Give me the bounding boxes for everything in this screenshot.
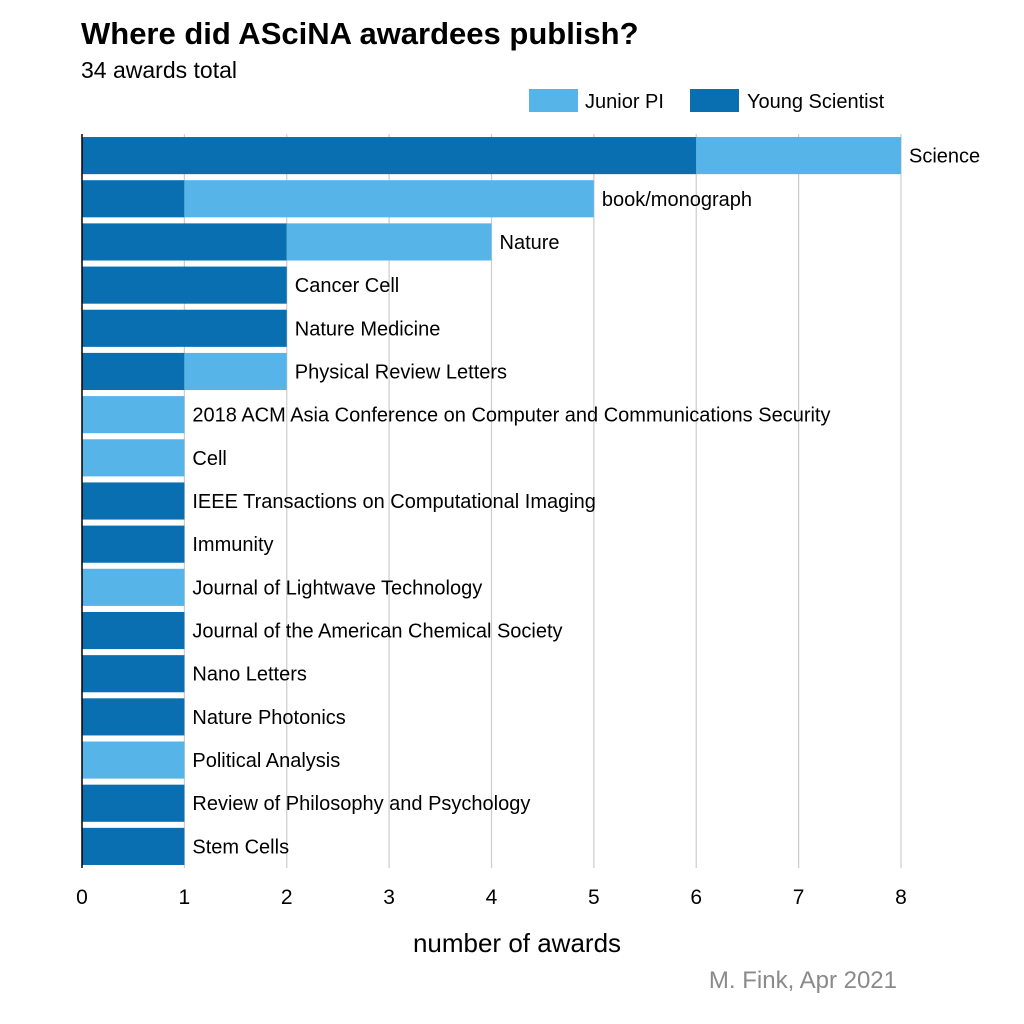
x-axis-label: number of awards <box>413 928 621 958</box>
bar-label: Nature Photonics <box>192 707 345 729</box>
bars <box>82 137 901 865</box>
bar-label: Nature <box>500 232 560 254</box>
bar-label: Political Analysis <box>192 750 340 772</box>
bar-label: book/monograph <box>602 189 752 211</box>
bar-segment-young-scientist <box>82 482 185 520</box>
bar-segment-junior-pi <box>82 439 185 477</box>
bar-segment-young-scientist <box>82 525 185 563</box>
bar-segment-junior-pi <box>696 137 901 175</box>
bar-segment-young-scientist <box>82 698 185 736</box>
bar-segment-young-scientist <box>82 827 185 865</box>
bar-segment-young-scientist <box>82 309 287 347</box>
bar-segment-junior-pi <box>184 352 287 391</box>
bar-label: Nature Medicine <box>295 318 441 340</box>
legend-label: Junior PI <box>585 91 664 113</box>
bar-label: Journal of Lightwave Technology <box>192 577 482 599</box>
bar-label: IEEE Transactions on Computational Imagi… <box>192 491 596 513</box>
bar-segment-junior-pi <box>184 180 594 218</box>
bar-segment-young-scientist <box>82 137 697 175</box>
chart-caption: M. Fink, Apr 2021 <box>709 967 897 994</box>
chart-subtitle: 34 awards total <box>81 57 237 83</box>
x-tick-label: 6 <box>690 886 702 909</box>
bar-segment-young-scientist <box>82 266 287 304</box>
bar-label: Cancer Cell <box>295 275 399 297</box>
legend: Junior PI Young Scientist <box>529 89 885 113</box>
bar-segment-junior-pi <box>82 741 185 779</box>
bar-segment-young-scientist <box>82 180 185 218</box>
x-tick-label: 4 <box>486 886 498 909</box>
bar-label: Cell <box>192 448 226 470</box>
x-tick-label: 0 <box>76 886 88 909</box>
bar-segment-junior-pi <box>82 568 185 606</box>
bar-segment-young-scientist <box>82 352 185 391</box>
bar-labels: Science book/monograph Nature Cancer Cell Na… <box>192 146 980 859</box>
x-tick-label: 1 <box>179 886 191 909</box>
legend-label: Young Scientist <box>747 91 885 113</box>
x-tick-label: 3 <box>383 886 395 909</box>
chart-title: Where did ASciNA awardees publish? <box>81 16 639 51</box>
bar-label: Review of Philosophy and Psychology <box>192 793 530 815</box>
x-tick-label: 5 <box>588 886 600 909</box>
legend-swatch <box>529 89 578 112</box>
bar-label: Physical Review Letters <box>295 361 507 383</box>
bar-label: Immunity <box>192 534 273 556</box>
legend-swatch <box>690 89 739 112</box>
bar-label: Science <box>909 146 980 168</box>
bar-label: Journal of the American Chemical Society <box>192 621 562 643</box>
bar-segment-young-scientist <box>82 784 185 822</box>
bar-segment-young-scientist <box>82 223 287 261</box>
bar-segment-junior-pi <box>286 223 492 261</box>
x-tick-label: 8 <box>895 886 907 909</box>
bar-label: Nano Letters <box>192 664 307 686</box>
x-tick-label: 7 <box>793 886 805 909</box>
x-tick-label: 2 <box>281 886 293 909</box>
x-axis-ticks: 0 1 2 3 4 5 6 7 8 <box>76 886 907 909</box>
bar-segment-young-scientist <box>82 655 185 693</box>
bar-label: Stem Cells <box>192 836 289 858</box>
bar-label: 2018 ACM Asia Conference on Computer and… <box>192 405 830 427</box>
bar-segment-junior-pi <box>82 396 185 434</box>
bar-segment-young-scientist <box>82 611 185 650</box>
